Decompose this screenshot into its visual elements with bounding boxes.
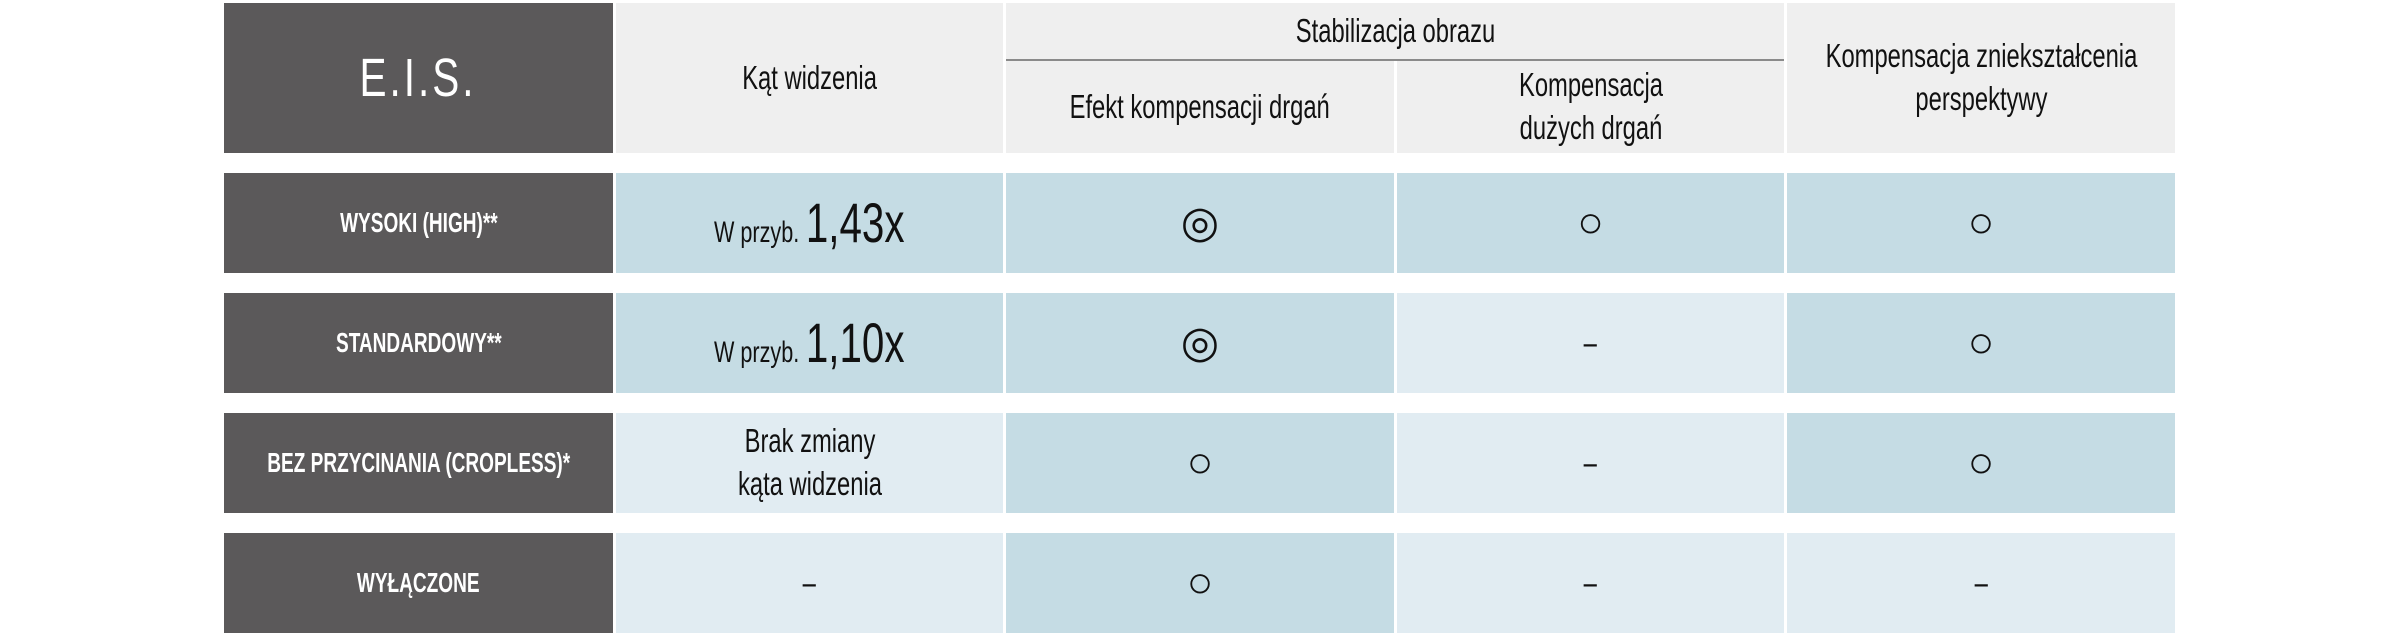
cell-text: ○ (1967, 438, 1995, 487)
header-stabilization: Stabilizacja obrazu (1006, 3, 1784, 59)
cell-text: Kąt widzenia (742, 58, 877, 96)
row-label-off: WYŁĄCZONE (224, 533, 613, 633)
dash-icon: – (1787, 533, 2175, 633)
cell-text: WYSOKI (HIGH)** (339, 206, 498, 238)
header-eis: E.I.S. (224, 3, 613, 153)
circle-icon: ○ (1006, 413, 1394, 513)
cell-text: ○ (1186, 438, 1214, 487)
circle-icon: ○ (1006, 533, 1394, 633)
cell-text: ◎ (1180, 198, 1220, 247)
cell-text: – (1583, 563, 1598, 601)
circle-icon: ○ (1397, 173, 1784, 273)
cell-text: 1,43x (806, 190, 905, 254)
circle-icon: ○ (1787, 293, 2175, 393)
angle-cell: Brak zmiany kąta widzenia (616, 413, 1003, 513)
row-label-standard: STANDARDOWY** (224, 293, 613, 393)
dash-icon: – (1397, 533, 1784, 633)
cell-text: W przyb. (714, 215, 800, 249)
cell-text: – (1583, 323, 1598, 361)
cell-text: W przyb. (714, 335, 800, 369)
cell-text: – (1583, 443, 1598, 481)
circle-icon: ○ (1787, 413, 2175, 513)
cell-text: BEZ PRZYCINANIA (CROPLESS)* (267, 446, 570, 478)
cell-text: ○ (1577, 198, 1604, 247)
dash-icon: – (1397, 293, 1784, 393)
cell-text: – (802, 563, 817, 601)
double-circle-icon: ◎ (1006, 173, 1394, 273)
angle-cell: W przyb. 1,43x (616, 173, 1003, 273)
cell-text: STANDARDOWY** (335, 326, 502, 358)
cell-text: Kompensacja (1518, 66, 1663, 104)
header-angle: Kąt widzenia (616, 3, 1003, 153)
double-circle-icon: ◎ (1006, 293, 1394, 393)
cell-text: E.I.S. (359, 47, 478, 108)
cell-text: ○ (1967, 198, 1995, 247)
cell-text: – (1974, 563, 1988, 601)
cell-text: ○ (1967, 318, 1995, 367)
angle-cell: W przyb. 1,10x (616, 293, 1003, 393)
header-large-shake: Kompensacja dużych drgań (1397, 61, 1784, 153)
cell-text: 1,10x (806, 310, 905, 374)
cell-text: Efekt kompensacji drgań (1069, 87, 1331, 125)
cell-text: Brak zmiany (744, 422, 875, 460)
cell-text: dużych drgań (1519, 109, 1662, 146)
cell-text: Kompensacja zniekształcenia (1825, 37, 2137, 75)
circle-icon: ○ (1787, 173, 2175, 273)
dash-icon: – (1397, 413, 1784, 513)
header-shake-effect: Efekt kompensacji drgań (1006, 61, 1394, 153)
cell-text: ○ (1186, 558, 1214, 607)
header-perspective: Kompensacja zniekształcenia perspektywy (1787, 3, 2175, 153)
cell-text: Stabilizacja obrazu (1295, 11, 1495, 49)
cell-text: ◎ (1180, 318, 1220, 367)
cell-text: perspektywy (1914, 80, 2048, 117)
header-divider (1006, 59, 1784, 61)
cell-text: WYŁĄCZONE (357, 566, 480, 598)
row-label-cropless: BEZ PRZYCINANIA (CROPLESS)* (224, 413, 613, 513)
row-label-high: WYSOKI (HIGH)** (224, 173, 613, 273)
cell-text: kąta widzenia (737, 465, 882, 502)
dash-icon: – (616, 533, 1003, 633)
